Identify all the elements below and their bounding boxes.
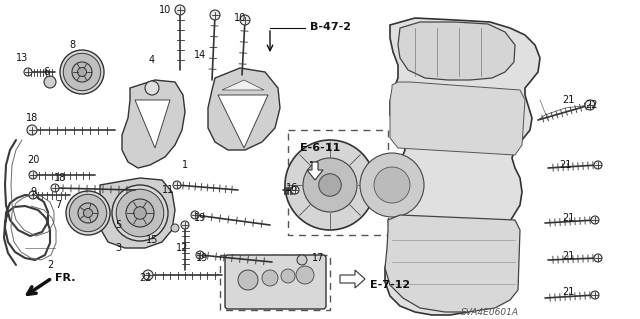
Circle shape — [291, 186, 299, 194]
Text: 22: 22 — [139, 273, 151, 283]
Bar — [220, 255, 330, 310]
Text: 3: 3 — [115, 243, 121, 253]
Text: 21: 21 — [562, 213, 574, 223]
Circle shape — [51, 184, 59, 192]
Polygon shape — [390, 82, 525, 155]
Circle shape — [360, 153, 424, 217]
Circle shape — [594, 161, 602, 169]
Polygon shape — [122, 80, 185, 168]
Polygon shape — [385, 18, 540, 315]
Text: 10: 10 — [234, 13, 246, 23]
Circle shape — [594, 254, 602, 262]
Circle shape — [145, 81, 159, 95]
Text: 16: 16 — [286, 183, 298, 193]
Text: 20: 20 — [27, 155, 39, 165]
Text: E-6-11: E-6-11 — [300, 143, 340, 153]
Circle shape — [297, 255, 307, 265]
Text: 5: 5 — [115, 220, 121, 230]
Text: 19: 19 — [194, 213, 206, 223]
FancyBboxPatch shape — [225, 255, 326, 309]
Text: 2: 2 — [47, 260, 53, 270]
Text: 7: 7 — [55, 200, 61, 210]
Text: 13: 13 — [16, 53, 28, 63]
Circle shape — [196, 251, 204, 259]
Circle shape — [285, 140, 375, 230]
Text: B-47-2: B-47-2 — [310, 22, 351, 32]
Text: 8: 8 — [69, 40, 75, 50]
Text: 18: 18 — [26, 113, 38, 123]
Circle shape — [591, 216, 599, 224]
Text: 1: 1 — [182, 160, 188, 170]
Circle shape — [262, 270, 278, 286]
Circle shape — [66, 191, 110, 235]
Text: 21: 21 — [559, 160, 571, 170]
Polygon shape — [208, 68, 280, 150]
Text: 11: 11 — [162, 185, 174, 195]
Circle shape — [173, 181, 181, 189]
Polygon shape — [385, 215, 520, 312]
Text: 12: 12 — [176, 243, 188, 253]
Text: 14: 14 — [194, 50, 206, 60]
Circle shape — [303, 158, 357, 212]
Circle shape — [238, 270, 258, 290]
Polygon shape — [340, 270, 365, 288]
Polygon shape — [98, 178, 175, 248]
Circle shape — [591, 291, 599, 299]
Circle shape — [175, 5, 185, 15]
Text: 4: 4 — [149, 55, 155, 65]
Circle shape — [83, 209, 93, 218]
Polygon shape — [222, 80, 264, 90]
Circle shape — [29, 191, 37, 199]
Circle shape — [112, 185, 168, 241]
Text: FR.: FR. — [55, 273, 76, 283]
Text: SVA4E0601A: SVA4E0601A — [461, 308, 519, 317]
Circle shape — [78, 203, 98, 223]
Text: 18: 18 — [54, 173, 66, 183]
Circle shape — [69, 194, 107, 232]
Circle shape — [29, 171, 37, 179]
Text: E-7-12: E-7-12 — [370, 280, 410, 290]
Text: 19: 19 — [196, 253, 208, 263]
Text: 21: 21 — [562, 251, 574, 261]
Polygon shape — [135, 100, 170, 148]
Circle shape — [240, 15, 250, 25]
Circle shape — [126, 199, 154, 227]
Circle shape — [374, 167, 410, 203]
Polygon shape — [398, 22, 515, 80]
Circle shape — [181, 221, 189, 229]
Circle shape — [171, 224, 179, 232]
Polygon shape — [307, 162, 323, 180]
Text: 10: 10 — [159, 5, 171, 15]
Circle shape — [191, 211, 199, 219]
Circle shape — [281, 269, 295, 283]
Circle shape — [585, 100, 595, 110]
Text: 21: 21 — [562, 287, 574, 297]
Text: 6: 6 — [43, 67, 49, 77]
Circle shape — [27, 125, 37, 135]
Bar — [288, 130, 388, 235]
Text: 9: 9 — [30, 187, 36, 197]
Text: 17: 17 — [312, 253, 324, 263]
Circle shape — [63, 53, 100, 91]
Circle shape — [210, 10, 220, 20]
Text: 21: 21 — [562, 95, 574, 105]
Circle shape — [44, 76, 56, 88]
Circle shape — [116, 189, 164, 237]
Text: 15: 15 — [146, 235, 158, 245]
Circle shape — [143, 270, 153, 280]
Polygon shape — [218, 95, 268, 148]
Circle shape — [296, 266, 314, 284]
Circle shape — [319, 174, 341, 196]
Circle shape — [60, 50, 104, 94]
Circle shape — [24, 68, 32, 76]
Circle shape — [72, 62, 92, 82]
Circle shape — [77, 68, 86, 77]
Circle shape — [134, 207, 147, 219]
Text: 22: 22 — [586, 100, 598, 110]
